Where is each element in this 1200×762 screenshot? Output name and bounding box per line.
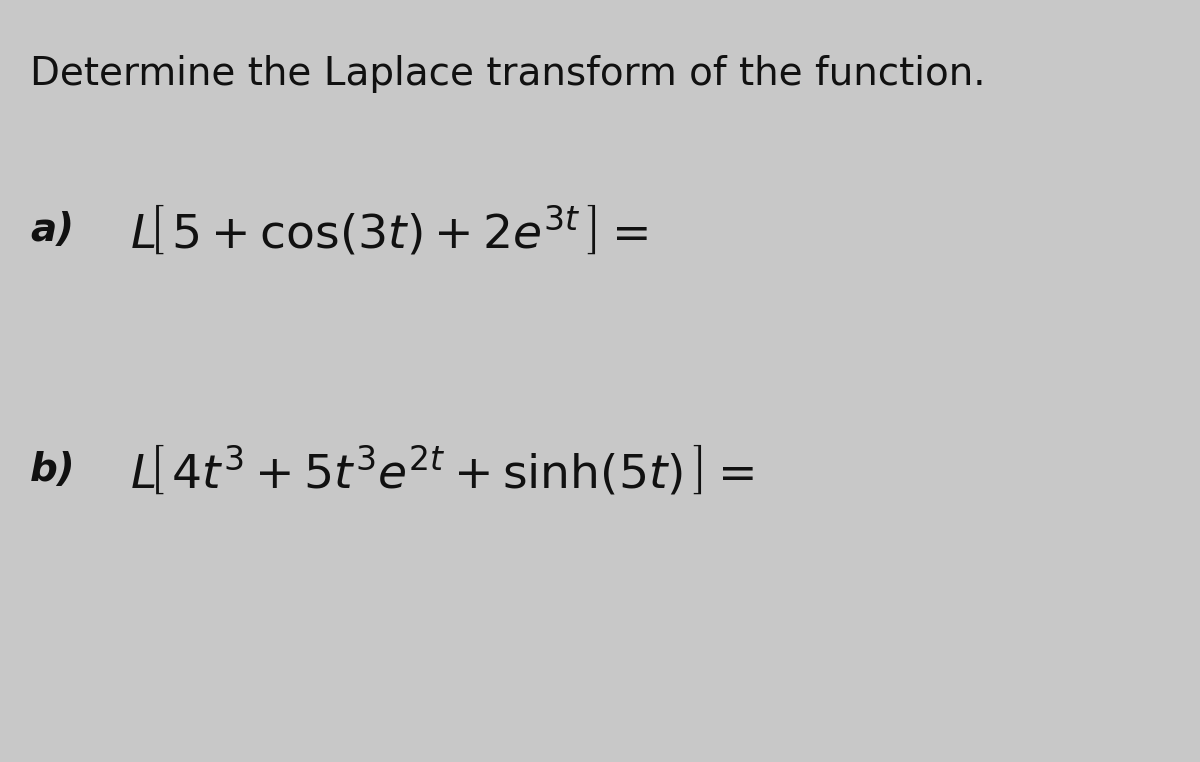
Text: $\mathit{L}\!\left[\,4t^{3}+5t^{3}e^{2t}+\sinh(5t)\,\right]=$: $\mathit{L}\!\left[\,4t^{3}+5t^{3}e^{2t}… [130, 443, 754, 497]
Text: a): a) [30, 211, 74, 249]
Text: b): b) [30, 451, 76, 489]
Text: Determine the Laplace transform of the function.: Determine the Laplace transform of the f… [30, 55, 985, 93]
Text: $\mathit{L}\!\left[\,5+\cos(3t)+2e^{3t}\,\right]=$: $\mathit{L}\!\left[\,5+\cos(3t)+2e^{3t}\… [130, 203, 648, 257]
